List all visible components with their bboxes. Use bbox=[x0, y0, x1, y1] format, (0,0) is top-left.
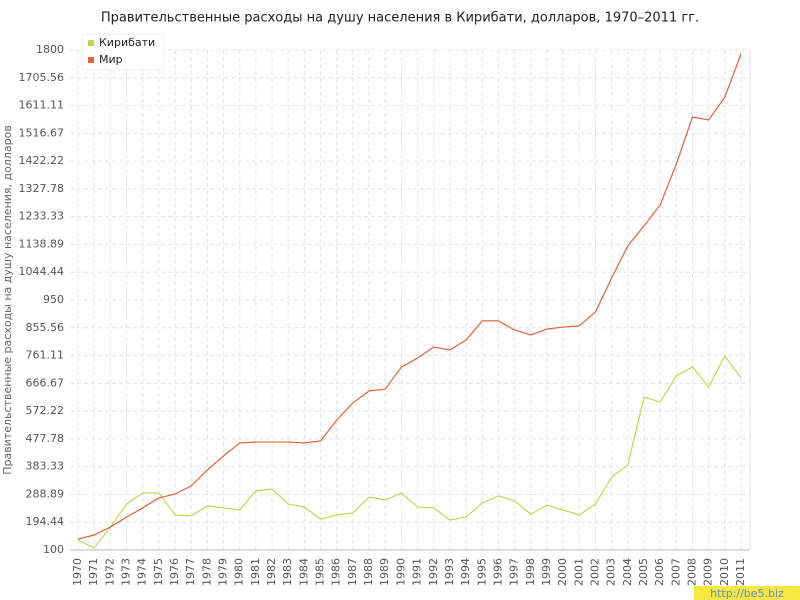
y-tick-label: 1611.11 bbox=[19, 99, 65, 112]
x-tick-label: 2000 bbox=[556, 558, 569, 586]
x-tick-label: 2001 bbox=[572, 558, 585, 586]
y-tick-label: 194.44 bbox=[26, 515, 65, 528]
x-tick-label: 2002 bbox=[588, 558, 601, 586]
x-tick-label: 1976 bbox=[168, 558, 181, 586]
y-tick-label: 666.67 bbox=[26, 376, 65, 389]
y-tick-label: 100 bbox=[43, 543, 64, 556]
y-tick-label: 572.22 bbox=[26, 404, 65, 417]
x-tick-label: 1979 bbox=[217, 558, 230, 586]
x-tick-label: 1996 bbox=[491, 558, 504, 586]
y-tick-label: 288.89 bbox=[26, 487, 65, 500]
legend-label: Мир bbox=[99, 53, 123, 66]
x-tick-label: 2007 bbox=[669, 558, 682, 586]
x-tick-label: 2011 bbox=[734, 558, 747, 586]
watermark-box bbox=[694, 586, 800, 600]
legend-label: Кирибати bbox=[99, 36, 155, 49]
x-tick-label: 1997 bbox=[508, 558, 521, 586]
x-tick-label: 1995 bbox=[475, 558, 488, 586]
y-tick-label: 1800 bbox=[36, 43, 64, 56]
x-tick-label: 2006 bbox=[653, 558, 666, 586]
x-tick-label: 1985 bbox=[314, 558, 327, 586]
x-tick-label: 1986 bbox=[330, 558, 343, 586]
chart-title: Правительственные расходы на душу населе… bbox=[101, 11, 699, 26]
y-tick-label: 761.11 bbox=[26, 349, 65, 362]
x-tick-label: 1973 bbox=[120, 558, 133, 586]
x-tick-label: 2005 bbox=[637, 558, 650, 586]
y-tick-label: 1422.22 bbox=[19, 154, 65, 167]
y-tick-label: 383.33 bbox=[26, 460, 65, 473]
x-tick-label: 2008 bbox=[685, 558, 698, 586]
x-tick-label: 1980 bbox=[233, 558, 246, 586]
watermark: http://be5.biz bbox=[710, 587, 784, 600]
y-tick-label: 1138.89 bbox=[19, 237, 65, 250]
x-tick-label: 1972 bbox=[103, 558, 116, 586]
x-tick-label: 1987 bbox=[346, 558, 359, 586]
x-tick-label: 1990 bbox=[394, 558, 407, 586]
x-tick-label: 1994 bbox=[459, 558, 472, 586]
x-tick-label: 1983 bbox=[281, 558, 294, 586]
y-tick-label: 1327.78 bbox=[19, 182, 65, 195]
y-tick-label: 1705.56 bbox=[19, 71, 65, 84]
x-tick-label: 1992 bbox=[427, 558, 440, 586]
x-tick-label: 2010 bbox=[718, 558, 731, 586]
x-tick-label: 1975 bbox=[152, 558, 165, 586]
x-tick-label: 1984 bbox=[297, 558, 310, 586]
y-tick-label: 1516.67 bbox=[19, 126, 65, 139]
x-tick-label: 1981 bbox=[249, 558, 262, 586]
x-tick-label: 1991 bbox=[411, 558, 424, 586]
x-tick-label: 1970 bbox=[71, 558, 84, 586]
y-tick-label: 950 bbox=[43, 293, 64, 306]
legend-swatch bbox=[88, 57, 94, 63]
y-axis-label: Правительственные расходы на душу населе… bbox=[1, 125, 14, 475]
y-tick-label: 855.56 bbox=[26, 321, 65, 334]
line-series bbox=[77, 354, 742, 549]
x-tick-label: 1974 bbox=[136, 558, 149, 586]
x-tick-label: 1971 bbox=[87, 558, 100, 586]
y-tick-label: 477.78 bbox=[26, 432, 65, 445]
x-tick-label: 2003 bbox=[605, 558, 618, 586]
x-tick-label: 1988 bbox=[362, 558, 375, 586]
x-tick-label: 1993 bbox=[443, 558, 456, 586]
x-tick-label: 2009 bbox=[702, 558, 715, 586]
x-tick-label: 1998 bbox=[524, 558, 537, 586]
x-tick-label: 1978 bbox=[200, 558, 213, 586]
legend-swatch bbox=[88, 40, 94, 46]
x-tick-label: 2004 bbox=[621, 558, 634, 586]
x-tick-label: 1999 bbox=[540, 558, 553, 586]
y-tick-label: 1044.44 bbox=[19, 265, 65, 278]
legend-box bbox=[81, 33, 165, 71]
y-tick-label: 1233.33 bbox=[19, 210, 65, 223]
x-tick-label: 1977 bbox=[184, 558, 197, 586]
x-tick-label: 1989 bbox=[378, 558, 391, 586]
line-series bbox=[77, 53, 742, 540]
x-tick-label: 1982 bbox=[265, 558, 278, 586]
